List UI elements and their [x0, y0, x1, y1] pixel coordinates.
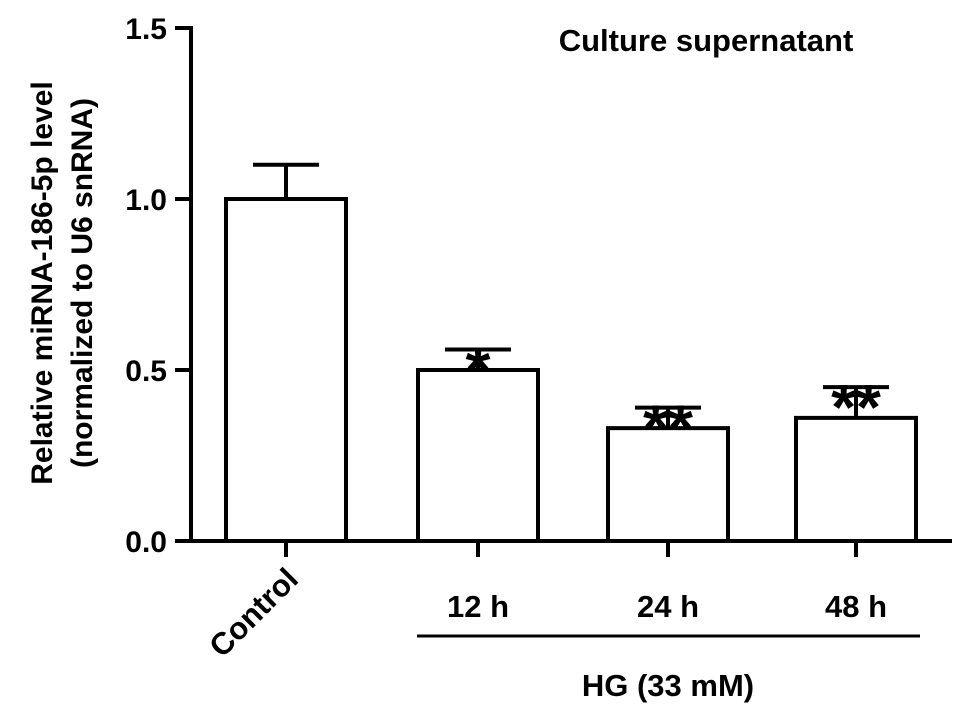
y-axis-title: Relative miRNA-186-5p level (normalized …: [26, 81, 99, 485]
x-tick-label-0: Control: [202, 561, 305, 664]
chart-title: Culture supernatant: [559, 23, 854, 58]
y-axis-label-line-2: (normalized to U6 snRNA): [66, 98, 99, 468]
significance-marker-1: *: [466, 333, 491, 405]
x-tick-label-3: 48 h: [825, 589, 887, 624]
y-tick-label-2: 1.0: [125, 184, 167, 217]
y-tick-label-0: 0.0: [125, 526, 167, 559]
bar-0: [224, 197, 348, 543]
x-tick-label-1: 12 h: [447, 589, 509, 624]
bar-1: [416, 368, 540, 543]
y-tick-label-1: 0.5: [125, 355, 167, 388]
significance-marker-2: **: [643, 392, 693, 464]
group-label: HG (33 mM): [582, 668, 754, 703]
significance-marker-3: **: [831, 371, 881, 443]
y-tick-label-3: 1.5: [125, 13, 167, 46]
y-axis-label-line-1: Relative miRNA-186-5p level: [26, 81, 59, 485]
bar-3: [794, 415, 918, 544]
x-tick-label-2: 24 h: [637, 589, 699, 624]
